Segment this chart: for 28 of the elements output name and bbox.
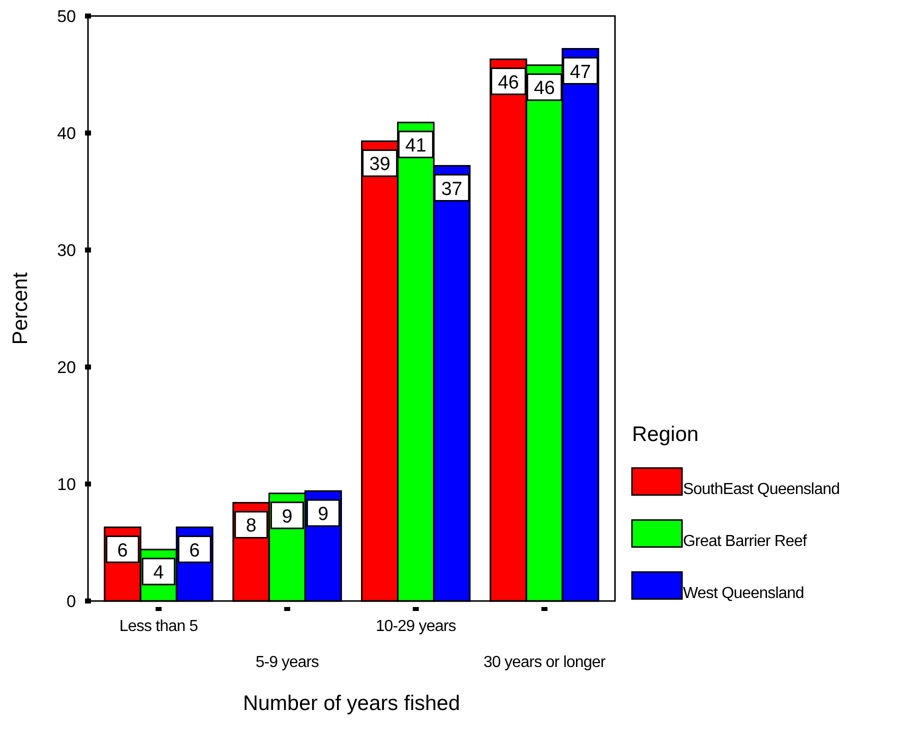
data-label: 37 <box>441 178 462 200</box>
data-label: 9 <box>318 504 328 526</box>
y-axis-title: Percent <box>9 272 32 345</box>
y-tick-label: 0 <box>66 592 76 611</box>
data-label: 8 <box>246 516 256 537</box>
data-label: 6 <box>189 540 200 562</box>
y-tick-label: 10 <box>57 475 76 494</box>
legend-label: SouthEast Queensland <box>683 481 840 498</box>
data-label: 9 <box>282 506 292 528</box>
y-tick-label: 30 <box>57 241 76 260</box>
legend-label: West Queensland <box>683 585 804 602</box>
data-label: 46 <box>498 72 519 94</box>
y-tick-label: 20 <box>57 358 76 377</box>
x-tick-label: 30 years or longer <box>484 654 606 671</box>
data-label: 4 <box>153 562 164 584</box>
data-label: 6 <box>117 540 128 562</box>
x-tick-label: 10-29 years <box>376 618 456 635</box>
legend-title: Region <box>632 423 699 446</box>
data-label: 47 <box>570 62 591 83</box>
legend-label: Great Barrier Reef <box>683 533 808 550</box>
data-label: 41 <box>405 135 426 156</box>
data-label: 46 <box>534 78 555 100</box>
x-tick-label: 5-9 years <box>256 654 320 671</box>
y-tick-label: 40 <box>57 124 76 143</box>
data-label: 39 <box>369 154 390 176</box>
x-tick-label: Less than 5 <box>119 618 198 635</box>
y-tick-label: 50 <box>57 7 76 26</box>
x-axis-title: Number of years fished <box>242 692 460 715</box>
